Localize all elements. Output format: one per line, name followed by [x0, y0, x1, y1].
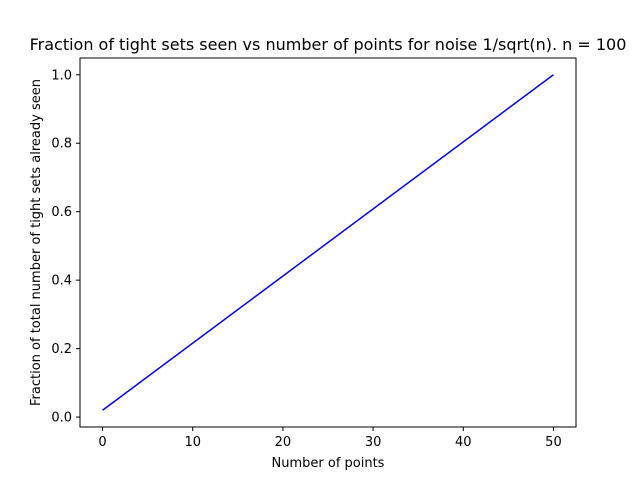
- plot-area: [79, 57, 577, 428]
- y-tick-label: 1.0: [51, 68, 72, 83]
- axes-frame: [79, 57, 577, 428]
- x-axis-label: Number of points: [272, 456, 385, 471]
- x-tick-label: 30: [365, 435, 382, 450]
- x-tick-label: 50: [545, 435, 562, 450]
- series-line-0: [102, 74, 554, 411]
- x-tick-label: 0: [98, 435, 106, 450]
- x-tick-label: 20: [275, 435, 292, 450]
- y-tick-label: 0.6: [51, 205, 72, 220]
- x-tick-label: 40: [455, 435, 472, 450]
- y-axis-label: Fraction of total number of tight sets a…: [29, 79, 44, 406]
- y-tick-label: 0.8: [51, 137, 72, 152]
- y-tick-label: 0.4: [51, 274, 72, 289]
- y-tick-label: 0.2: [51, 342, 72, 357]
- x-axis: 0 10 20 30 40 50: [98, 427, 562, 450]
- y-axis: 0.0 0.2 0.4 0.6 0.8 1.0: [51, 68, 80, 426]
- x-tick-label: 10: [184, 435, 201, 450]
- chart-title: Fraction of tight sets seen vs number of…: [30, 35, 627, 54]
- y-tick-label: 0.0: [51, 411, 72, 426]
- series-layer: [102, 74, 554, 411]
